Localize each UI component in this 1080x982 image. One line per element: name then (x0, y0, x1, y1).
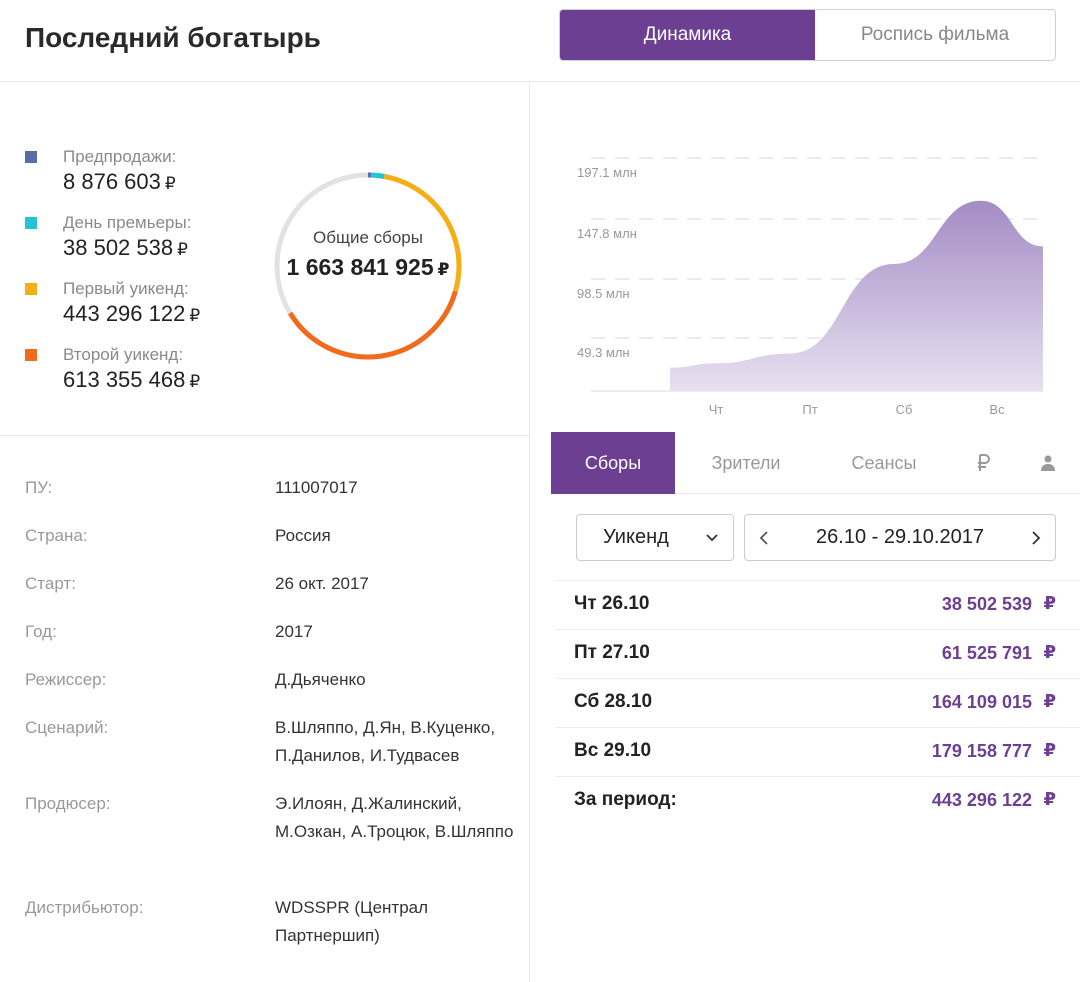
info-value: Д.Дьяченко (275, 670, 366, 689)
chevron-left-icon[interactable] (753, 527, 775, 549)
metric-tabs: Сборы Зрители Сеансы (551, 432, 1080, 494)
box-office-donut (274, 172, 462, 360)
x-tick-label: Сб (896, 402, 913, 417)
info-value: Россия (275, 526, 331, 545)
view-switch: Динамика Роспись фильма (559, 9, 1056, 61)
info-key: Страна: (25, 526, 88, 545)
legend-swatch (25, 283, 37, 295)
legend-value: 38 502 538 ₽ (63, 235, 188, 260)
x-tick-label: Пт (802, 402, 817, 417)
date-range-text: 26.10 - 29.10.2017 (816, 526, 984, 548)
row-currency: ₽ (1043, 740, 1056, 760)
person-icon[interactable] (1025, 432, 1071, 494)
y-tick-label: 197.1 млн (577, 165, 637, 180)
info-key: Дистрибьютор: (25, 898, 144, 917)
legend-label: Предпродажи: (63, 147, 177, 166)
table-row: Сб 28.10 164 109 015 ₽ (556, 678, 1080, 727)
info-value: 26 окт. 2017 (275, 574, 369, 593)
legend-label: Второй уикенд: (63, 345, 184, 364)
chart-svg: 197.1 млн 147.8 млн 98.5 млн 49.3 млн Чт Пт Сб… (577, 157, 1043, 417)
info-key: Продюсер: (25, 794, 111, 813)
row-day: Чт 26.10 (574, 593, 650, 614)
table-row-total: За период: 443 296 122 ₽ (556, 776, 1080, 825)
info-value: Э.Илоян, Д.Жалинский, М.Озкан, А.Троцюк,… (275, 794, 514, 841)
legend-value: 613 355 468 ₽ (63, 367, 201, 392)
row-value: 179 158 777 (931, 741, 1032, 761)
tab-film-schedule[interactable]: Роспись фильма (860, 24, 1010, 45)
chevron-down-icon (706, 534, 718, 542)
table-row: Чт 26.10 38 502 539 ₽ (556, 580, 1080, 629)
y-tick-label: 49.3 млн (577, 345, 630, 360)
page-title: Последний богатырь (25, 22, 321, 53)
row-day: За период: (574, 789, 677, 810)
info-value: В.Шляппо, Д.Ян, В.Куценко, П.Данилов, И.… (275, 718, 496, 765)
legend-label: Первый уикенд: (63, 279, 189, 298)
chevron-right-icon[interactable] (1025, 527, 1047, 549)
row-value: 61 525 791 (941, 643, 1032, 663)
row-day: Вс 29.10 (574, 740, 652, 761)
row-value: 443 296 122 (931, 790, 1032, 810)
tab-dynamics[interactable]: Динамика (560, 10, 815, 60)
info-value: WDSSPR (Централ Партнершип) (275, 898, 429, 945)
donut-segments (287, 172, 462, 360)
info-key: Год: (25, 622, 57, 641)
x-tick-label: Вс (989, 402, 1005, 417)
legend-swatch (25, 217, 37, 229)
info-key: ПУ: (25, 478, 53, 497)
total-label: Общие сборы (313, 228, 423, 247)
donut-segment (287, 290, 458, 360)
legend-label: День премьеры: (63, 213, 192, 232)
legend-value: 8 876 603 ₽ (63, 169, 176, 194)
legend-value: 443 296 122 ₽ (63, 301, 201, 326)
info-value: 2017 (275, 622, 313, 641)
y-tick-label: 147.8 млн (577, 226, 637, 241)
table-row: Вс 29.10 179 158 777 ₽ (556, 727, 1080, 776)
row-day: Сб 28.10 (574, 691, 653, 712)
date-range-picker: 26.10 - 29.10.2017 (744, 514, 1056, 561)
total-value: 1 663 841 925 ₽ (286, 254, 450, 280)
box-office-chart: 197.1 млн 147.8 млн 98.5 млн 49.3 млн Чт Пт Сб… (551, 130, 1080, 430)
legend-swatch (25, 151, 37, 163)
tab-box-office[interactable]: Сборы (551, 432, 675, 494)
legend-swatch (25, 349, 37, 361)
ruble-icon[interactable] (961, 432, 1007, 494)
page-header: Последний богатырь Динамика Роспись филь… (0, 0, 1080, 82)
info-value: 111007017 (275, 478, 358, 497)
y-tick-label: 98.5 млн (577, 286, 630, 301)
row-currency: ₽ (1043, 642, 1056, 662)
row-value: 38 502 539 (941, 594, 1032, 614)
info-key: Старт: (25, 574, 76, 593)
row-currency: ₽ (1043, 593, 1056, 613)
donut-segment (383, 173, 462, 293)
donut-center: Общие сборы 1 663 841 925 ₽ (270, 228, 466, 281)
horizontal-divider (0, 435, 529, 436)
vertical-divider (529, 82, 530, 982)
tab-sessions[interactable]: Сеансы (851, 452, 917, 473)
info-key: Сценарий: (25, 718, 109, 737)
x-tick-label: Чт (709, 402, 724, 417)
table-row: Пт 27.10 61 525 791 ₽ (556, 629, 1080, 678)
tab-viewers[interactable]: Зрители (711, 452, 781, 473)
row-currency: ₽ (1043, 789, 1056, 809)
row-day: Пт 27.10 (574, 642, 650, 663)
info-key: Режиссер: (25, 670, 107, 689)
donut-segment (370, 172, 385, 179)
row-currency: ₽ (1043, 691, 1056, 711)
series-area (670, 200, 1043, 391)
row-value: 164 109 015 (931, 692, 1032, 712)
period-select-value: Уикенд (603, 526, 669, 548)
period-select[interactable]: Уикенд (576, 514, 734, 561)
